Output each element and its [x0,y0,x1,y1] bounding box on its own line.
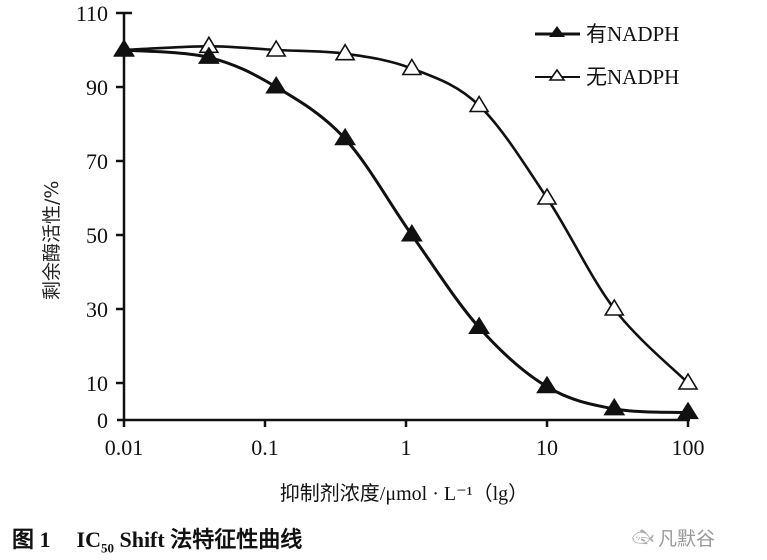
open-triangle-marker-icon [677,372,699,390]
filled-triangle-marker-icon [677,401,699,420]
figure-caption: 图 1 IC50 Shift 法特征性曲线 [12,522,302,556]
legend-label-without-nadph: 无NADPH [586,65,679,89]
y-axis: 0 10 30 50 70 90 110 [76,1,132,433]
y-tick-label: 70 [86,149,108,174]
fish-logo-icon: 🐟︎ [631,527,654,548]
watermark: 🐟︎ 凡默谷 [631,524,715,551]
x-tick-label: 0.1 [251,435,279,460]
open-triangle-marker-icon [334,43,356,61]
y-tick-label: 0 [97,408,108,433]
caption-number: 图 1 [12,527,51,552]
filled-triangle-marker-icon [197,46,220,64]
y-tick-label: 50 [86,223,108,248]
caption-subscript: 50 [100,540,114,556]
x-tick-label: 10 [536,435,558,460]
x-axis-title: 抑制剂浓度/μmol · L⁻¹（lg） [280,482,528,505]
filled-triangle-marker-icon [603,397,626,416]
y-axis-title: 剩余酶活性/% [41,181,63,300]
legend: 有NADPH 无NADPH [535,22,679,89]
filled-triangle-marker-icon [536,375,558,394]
legend-item-with-nadph: 有NADPH [535,22,679,46]
filled-triangle-marker-icon [334,127,357,146]
open-triangle-marker-icon [265,39,287,57]
y-tick-label: 110 [76,1,108,26]
filled-triangle-icon [549,26,565,37]
filled-triangle-marker-icon [113,39,135,57]
legend-item-without-nadph: 无NADPH [535,65,679,89]
y-tick-label: 30 [86,297,108,322]
filled-triangle-marker-icon [265,76,288,94]
open-triangle-icon [548,68,566,81]
series-line-without-nadph [123,44,689,384]
watermark-text: 凡默谷 [657,528,715,550]
caption-ic: IC [76,527,101,552]
x-axis: 0.01 0.1 1 10 100 [105,418,705,460]
x-tick-label: 100 [672,435,705,460]
open-triangle-marker-icon [536,187,558,205]
y-tick-label: 10 [86,371,108,396]
filled-triangle-marker-icon [400,224,423,242]
series-line-with-nadph [123,48,689,415]
filled-triangle-marker-icon [468,316,491,334]
legend-label-with-nadph: 有NADPH [586,22,679,46]
caption-text: Shift 法特征性曲线 [113,527,303,552]
x-tick-label: 1 [401,435,412,460]
x-tick-label: 0.01 [105,435,144,460]
plot-series [123,44,689,415]
open-triangle-marker-icon [401,57,423,76]
open-triangle-marker-icon [468,94,490,113]
y-tick-label: 90 [86,75,108,100]
plot-markers [113,35,699,420]
open-triangle-marker-icon [603,298,625,316]
